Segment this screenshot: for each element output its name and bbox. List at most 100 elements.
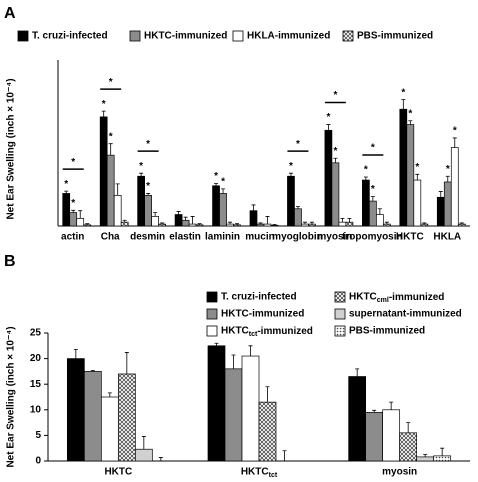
x-tick-label: elastin [169,232,201,243]
bar [241,355,260,462]
significance-mark: * [146,181,150,192]
bar [338,221,347,227]
error-bar [190,216,195,225]
bar [362,179,370,227]
bracket-mark: * [109,77,113,88]
error-bar [288,172,293,177]
error-bar [139,172,144,177]
bar [345,221,354,227]
error-bar [355,368,360,377]
bar [457,223,466,227]
bar [420,223,429,227]
bar [117,373,136,462]
legend-label: HKTCtct-immunized [221,326,313,338]
error-bar [408,120,413,125]
bar [120,221,129,227]
bar [376,214,384,227]
bar [158,223,166,227]
x-tick-label: laminin [205,232,240,243]
x-tick-label: desmin [130,232,165,243]
bar [226,223,234,227]
error-bar [265,216,270,225]
bar [433,455,452,462]
x-tick-label: tropomyosin [342,232,403,243]
error-bar [214,342,219,346]
error-bar [459,222,464,225]
error-bar [71,209,76,213]
significance-mark: * [71,198,75,209]
legend-label: HKLA-immunized [247,31,330,42]
error-bar [258,222,263,225]
significance-mark: * [408,108,412,119]
bar [382,409,401,462]
legend-label: T. cruzi-infected [32,31,108,42]
significance-mark: * [446,164,450,175]
legend-swatch [129,30,141,42]
y-tick-label: 5 [35,430,41,441]
significance-mark: * [326,112,330,123]
error-bar [115,183,120,196]
error-bar [309,221,314,225]
legend-swatch [206,291,218,303]
bar [249,210,258,227]
significance-mark: * [64,179,68,190]
legend-swatch [334,325,346,337]
y-axis-title: Net Ear Swelling (inch × 10⁻⁴) [6,78,17,219]
significance-mark: * [333,146,337,157]
significance-mark: * [401,87,405,98]
legend-label: PBS-immunized [349,326,425,337]
x-tick-label: myoglobin [272,232,323,243]
x-tick-label: HKTC [396,232,424,243]
bar [76,217,85,227]
bar [195,224,204,227]
legend-label: supernatant-immunized [349,309,462,320]
error-bar [272,224,277,226]
y-tick-label: 15 [30,379,42,390]
error-bar [146,193,151,196]
legend-swatch [206,325,218,337]
error-bar [333,157,338,163]
error-bar [158,457,163,461]
error-bar [445,175,450,182]
bar [331,162,340,227]
y-tick-label: 25 [30,328,42,339]
error-bar [370,196,375,202]
legend-label: PBS-immunized [357,31,433,42]
significance-mark: * [364,165,368,176]
error-bar [452,137,457,148]
x-tick-label: HKTCtct [241,467,278,479]
error-bar [141,436,146,450]
x-tick-label: myosin [382,467,417,478]
bar [144,195,152,227]
error-bar [363,176,368,181]
error-bar [282,450,287,461]
bar [233,224,241,227]
error-bar [326,124,331,131]
x-tick-label: mucin [245,232,274,243]
error-bar [101,110,106,117]
bar [113,195,122,227]
bar [263,223,272,227]
error-bar [90,369,95,372]
legend-swatch [206,308,218,320]
error-bar [78,210,83,219]
bar [416,456,435,462]
y-tick-label: 20 [30,353,42,364]
error-bar [423,453,428,457]
error-bar [197,223,202,225]
bar [436,196,445,227]
error-bar [401,99,406,110]
error-bar [440,447,445,456]
bar [134,448,153,462]
error-bar [108,143,113,156]
y-axis-title: Net Ear Swelling (inch × 10⁻⁴) [6,326,17,467]
bar [450,147,459,227]
error-bar [64,190,69,194]
bar [181,219,190,227]
x-tick-label: HKLA [433,232,461,243]
bar [188,223,197,227]
error-bar [422,222,427,225]
error-bar [251,204,256,211]
bar [137,175,145,227]
